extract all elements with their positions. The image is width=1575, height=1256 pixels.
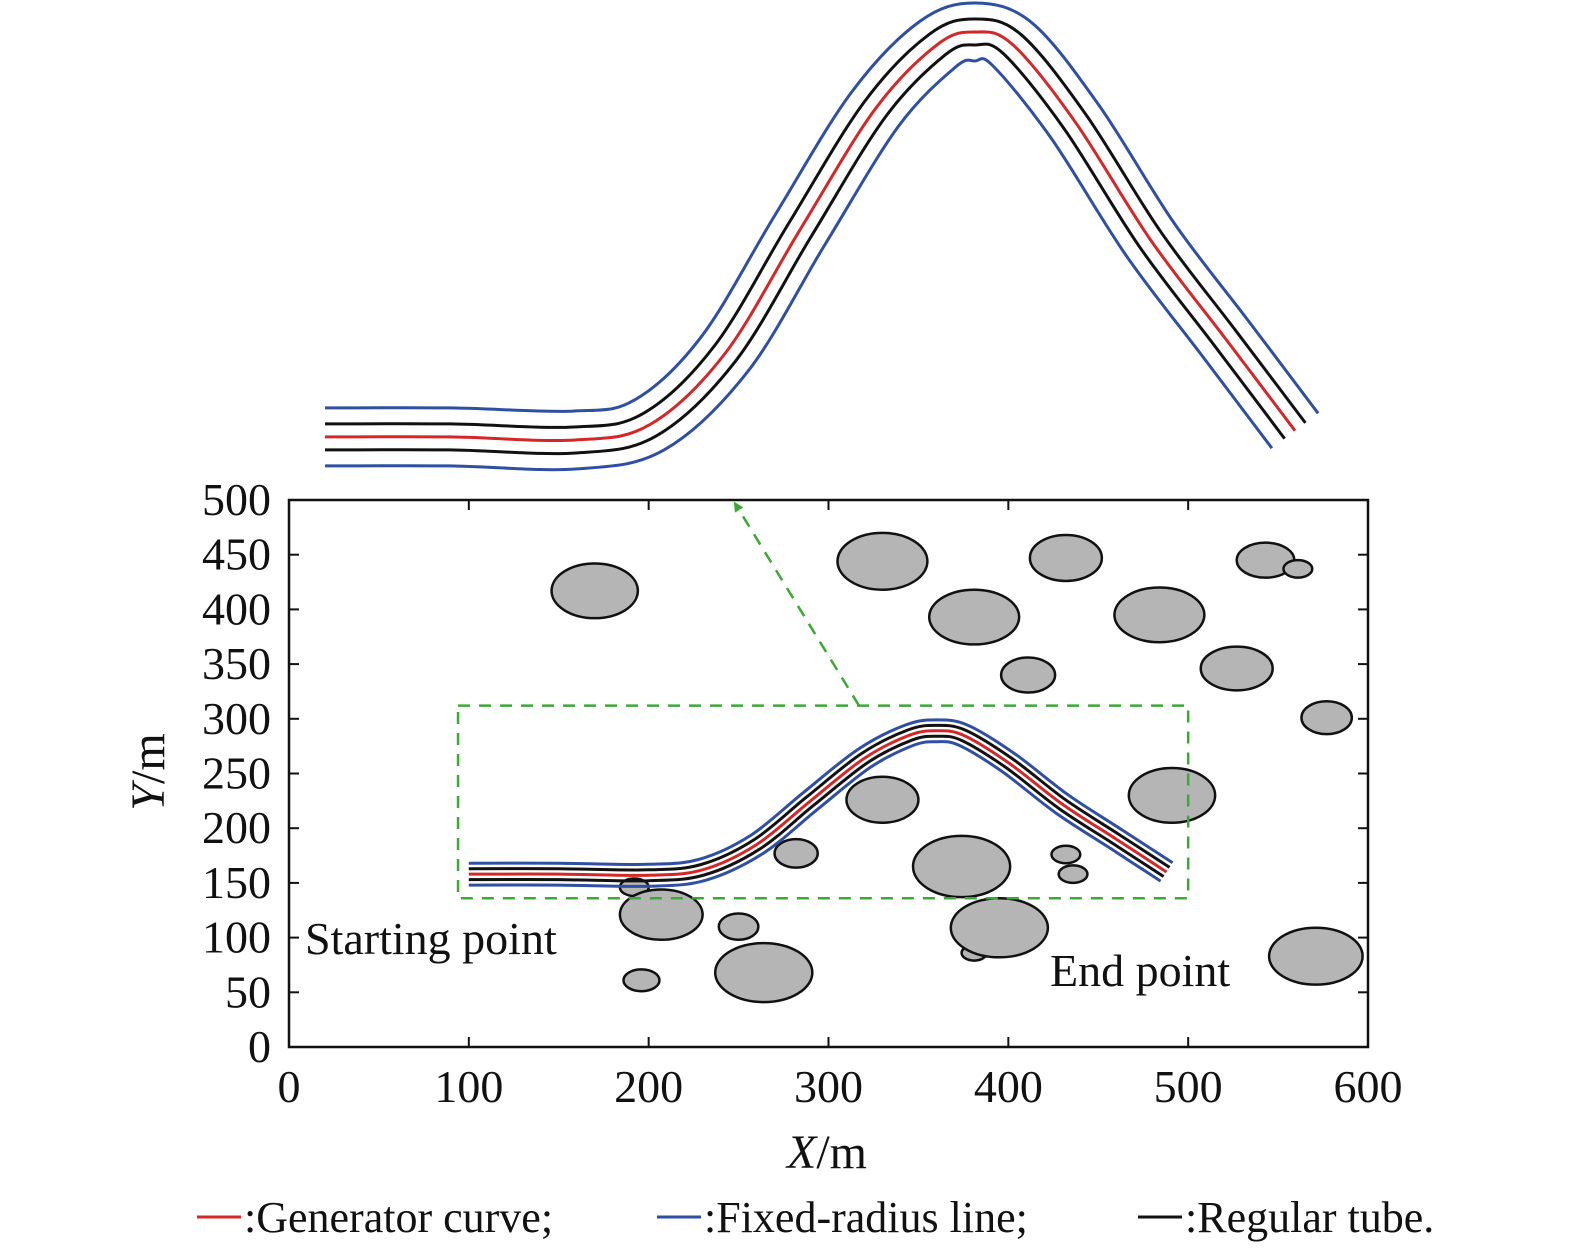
y-tick-label: 50: [225, 966, 271, 1017]
y-tick-label: 250: [202, 748, 271, 799]
zoom-box: [456, 704, 1190, 900]
y-tick-label: 200: [202, 802, 271, 853]
obstacle: [949, 896, 1050, 959]
obstacle: [1127, 766, 1217, 824]
fixed-radius-line-lower: [468, 740, 1162, 888]
zoom-arrow: [733, 501, 861, 707]
obstacle: [1199, 645, 1274, 692]
x-axis-unit: /m: [816, 1126, 867, 1179]
zoom-indicator: [456, 501, 1190, 900]
inset-fixed-radius-lower: [324, 57, 1274, 472]
zoomed-tube-inset: [324, 1, 1320, 472]
y-axis-unit: /m: [122, 733, 175, 784]
obstacle: [773, 837, 819, 869]
obstacle: [911, 834, 1012, 899]
obstacle: [1267, 926, 1364, 986]
obstacle: [1113, 586, 1206, 644]
y-tick-label: 0: [248, 1021, 271, 1072]
x-tick-label: 100: [434, 1061, 503, 1112]
obstacle: [999, 656, 1057, 694]
obstacle: [622, 968, 661, 993]
end-point-label: End point: [1050, 945, 1230, 996]
inset-regular-tube-lower: [324, 42, 1286, 456]
obstacle: [713, 941, 814, 1004]
inset-generator-curve: [324, 30, 1297, 443]
y-tick-label: 100: [202, 912, 271, 963]
tube-curve-layer: [468, 718, 1174, 888]
x-tick-label: 200: [614, 1061, 683, 1112]
obstacle: [1282, 558, 1314, 579]
y-tick-label: 300: [202, 693, 271, 744]
generator-curve: [468, 729, 1168, 877]
inset-regular-tube-upper: [324, 17, 1307, 429]
obstacle: [717, 912, 760, 942]
legend: :Generator curve; :Fixed-radius line; :R…: [197, 1193, 1434, 1242]
starting-point-label: Starting point: [305, 913, 557, 964]
regular-tube-lower: [468, 734, 1165, 883]
legend-label-fixed-radius: :Fixed-radius line;: [704, 1193, 1028, 1242]
obstacle: [1300, 700, 1354, 736]
obstacle: [836, 531, 929, 591]
y-tick-label: 450: [202, 529, 271, 580]
x-axis-ticks: 0 100 200 300 400 500 600: [278, 500, 1403, 1112]
x-axis-label: X/m: [785, 1126, 867, 1179]
obstacle: [1057, 864, 1089, 885]
x-axis-variable: X: [785, 1126, 818, 1179]
x-tick-label: 500: [1154, 1061, 1223, 1112]
obstacle: [1050, 844, 1082, 865]
y-axis-variable: Y: [122, 780, 175, 811]
obstacle: [1028, 533, 1104, 583]
obstacle: [618, 888, 704, 942]
obstacle: [845, 775, 920, 824]
y-tick-label: 150: [202, 857, 271, 908]
inset-fixed-radius-upper: [324, 1, 1320, 415]
x-tick-label: 0: [278, 1061, 301, 1112]
y-axis-label: Y/m: [122, 733, 175, 810]
y-tick-label: 500: [202, 474, 271, 525]
legend-label-regular-tube: :Regular tube.: [1185, 1193, 1434, 1242]
x-tick-label: 400: [974, 1061, 1043, 1112]
y-tick-label: 350: [202, 638, 271, 689]
obstacle: [927, 588, 1021, 646]
y-tick-label: 400: [202, 583, 271, 634]
obstacle: [550, 562, 640, 620]
fixed-radius-line-upper: [468, 718, 1174, 866]
obstacle-layer: [550, 531, 1364, 1004]
legend-label-generator: :Generator curve;: [244, 1193, 553, 1242]
x-tick-label: 300: [794, 1061, 863, 1112]
regular-tube-upper: [468, 723, 1171, 872]
x-tick-label: 600: [1334, 1061, 1403, 1112]
